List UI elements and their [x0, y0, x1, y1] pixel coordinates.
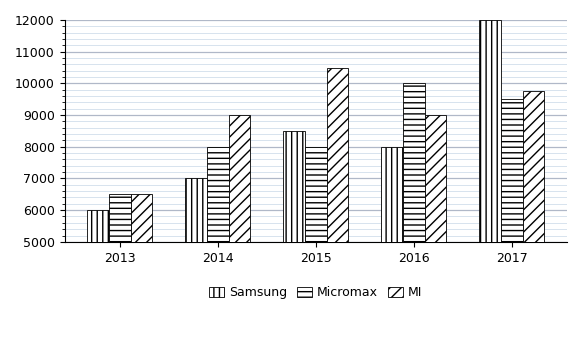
Bar	[381, 147, 403, 347]
Bar	[501, 99, 523, 347]
Bar	[109, 194, 130, 347]
Bar	[305, 147, 327, 347]
Bar	[87, 210, 109, 347]
Bar	[130, 194, 152, 347]
Bar	[283, 131, 305, 347]
Bar	[229, 115, 250, 347]
Bar	[327, 68, 348, 347]
Bar	[207, 147, 229, 347]
Bar	[425, 115, 446, 347]
Bar	[403, 83, 425, 347]
Bar	[186, 178, 207, 347]
Bar	[523, 91, 544, 347]
Legend: Samsung, Micromax, MI: Samsung, Micromax, MI	[204, 281, 428, 304]
Bar	[480, 20, 501, 347]
